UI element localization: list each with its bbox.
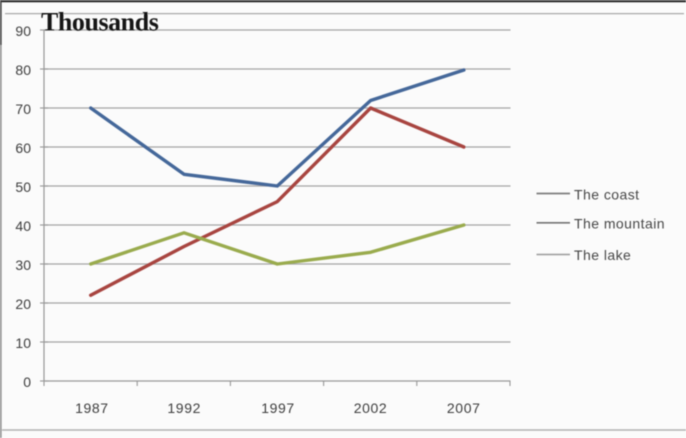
svg-text:10: 10 bbox=[15, 335, 31, 351]
svg-text:1992: 1992 bbox=[167, 400, 201, 416]
svg-text:The mountain: The mountain bbox=[574, 216, 665, 232]
svg-text:0: 0 bbox=[23, 374, 31, 390]
svg-text:The lake: The lake bbox=[574, 247, 631, 263]
svg-text:2002: 2002 bbox=[354, 400, 388, 416]
svg-text:60: 60 bbox=[15, 140, 31, 156]
svg-text:1997: 1997 bbox=[261, 400, 295, 416]
svg-text:80: 80 bbox=[15, 62, 31, 78]
svg-text:90: 90 bbox=[15, 23, 31, 39]
svg-text:40: 40 bbox=[15, 218, 31, 234]
svg-text:1987: 1987 bbox=[75, 400, 109, 416]
svg-text:The coast: The coast bbox=[574, 187, 640, 203]
svg-text:20: 20 bbox=[15, 296, 31, 312]
svg-text:Thousands: Thousands bbox=[41, 8, 159, 37]
svg-text:50: 50 bbox=[15, 179, 31, 195]
svg-text:2007: 2007 bbox=[447, 400, 481, 416]
svg-text:70: 70 bbox=[15, 101, 31, 117]
svg-text:30: 30 bbox=[15, 257, 31, 273]
